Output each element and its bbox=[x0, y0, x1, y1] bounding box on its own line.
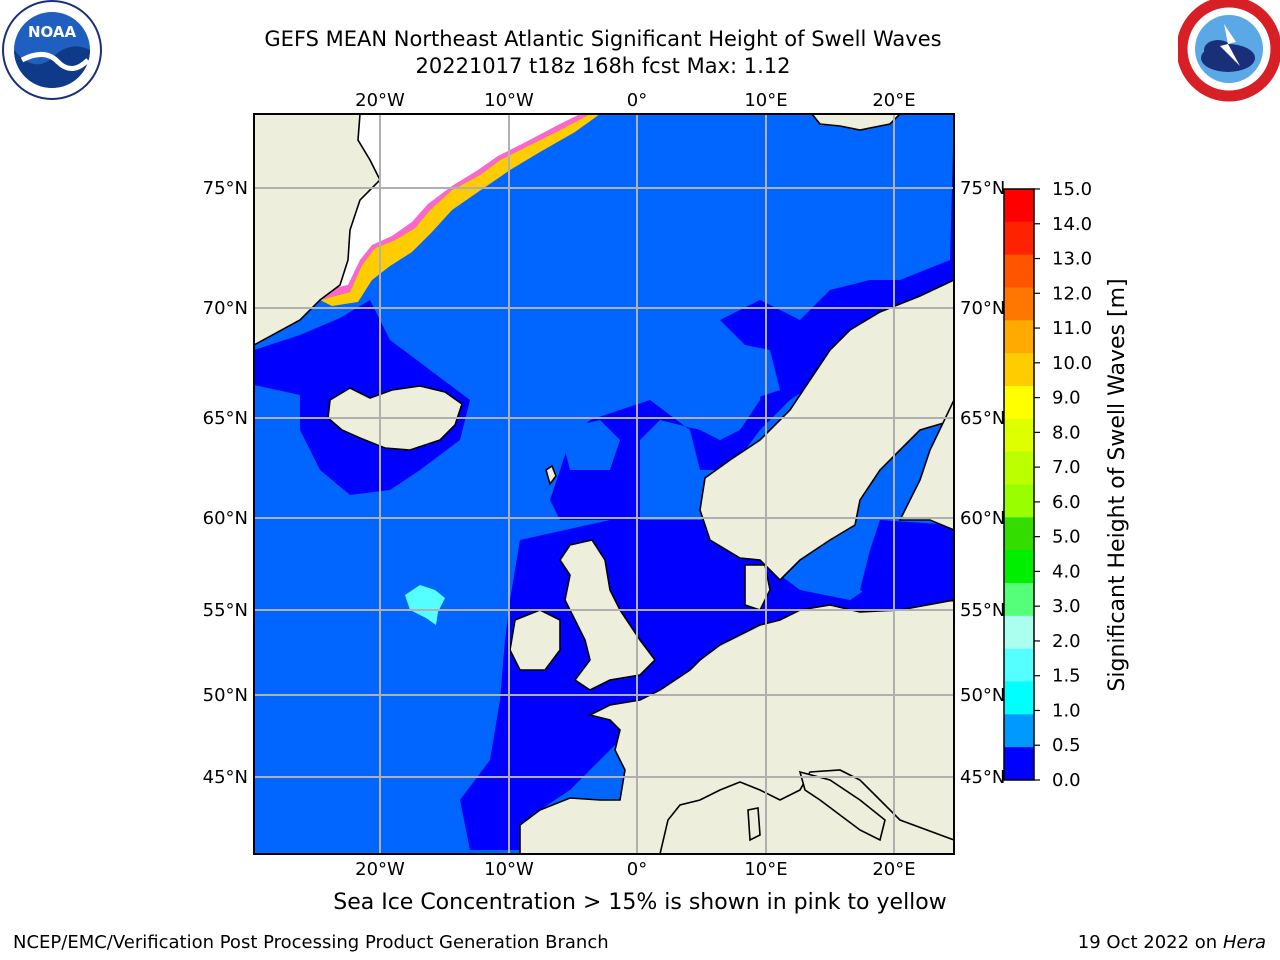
colorbar-tick-label: 12.0 bbox=[1052, 283, 1092, 304]
svalbard bbox=[810, 114, 902, 131]
italy bbox=[798, 770, 886, 842]
noaa-logo-text: NOAA bbox=[28, 23, 77, 41]
lon-labels-top: 20°W 10°W 0° 10°E 20°E bbox=[355, 90, 915, 111]
colorbar-segment bbox=[1004, 353, 1034, 387]
colorbar-tick-label: 14.0 bbox=[1052, 214, 1092, 235]
colorbar-tick-label: 4.0 bbox=[1052, 561, 1081, 582]
colorbar-tick-label: 5.0 bbox=[1052, 527, 1081, 548]
colorbar-tick-label: 9.0 bbox=[1052, 388, 1081, 409]
lon-label: 20°E bbox=[872, 90, 915, 111]
colorbar-segment bbox=[1004, 681, 1034, 715]
sea-ice-note: Sea Ice Concentration > 15% is shown in … bbox=[333, 890, 947, 915]
title-line-2: 20221017 t18z 168h fcst Max: 1.12 bbox=[415, 54, 791, 78]
scandinavia bbox=[699, 279, 954, 582]
land bbox=[254, 114, 954, 854]
faroe-islands bbox=[545, 464, 557, 486]
lon-label: 20°W bbox=[355, 859, 405, 880]
colorbar-tick-label: 0.5 bbox=[1052, 735, 1081, 756]
graticule bbox=[254, 114, 954, 854]
colorbar-tick-label: 3.0 bbox=[1052, 596, 1081, 617]
colorbar-segment bbox=[1004, 615, 1034, 650]
lon-label: 10°E bbox=[744, 859, 787, 880]
lon-label: 0° bbox=[627, 90, 647, 111]
lat-label: 70°N bbox=[960, 298, 1005, 319]
colorbar-segment bbox=[1004, 320, 1034, 354]
lat-label: 55°N bbox=[960, 600, 1005, 621]
colorbar-segment bbox=[1004, 254, 1034, 288]
colorbar-tick-label: 11.0 bbox=[1052, 318, 1092, 339]
lat-label: 45°N bbox=[203, 767, 248, 788]
footer-credit: NCEP/EMC/Verification Post Processing Pr… bbox=[13, 932, 609, 953]
lat-label: 75°N bbox=[960, 178, 1005, 199]
lon-label: 0° bbox=[627, 859, 647, 880]
footer-date-text: 19 Oct 2022 on bbox=[1077, 932, 1223, 953]
map-area bbox=[254, 114, 954, 854]
lat-label: 50°N bbox=[203, 685, 248, 706]
colorbar: 15.0 14.0 13.0 12.0 11.0 10.0 9.0 8.0 7.0 6.0 5.0 4… bbox=[1003, 179, 1092, 791]
lat-label: 45°N bbox=[960, 767, 1005, 788]
chart-title: GEFS MEAN Northeast Atlantic Significant… bbox=[0, 26, 1206, 80]
colorbar-segment bbox=[1004, 451, 1034, 485]
colorbar-segment bbox=[1004, 517, 1034, 551]
colorbar-segment bbox=[1004, 747, 1034, 781]
sea-ice-band bbox=[316, 114, 600, 306]
noaa-logo: NOAA bbox=[2, 0, 102, 100]
map-frame bbox=[253, 113, 955, 855]
colorbar-tick-label: 15.0 bbox=[1052, 179, 1092, 200]
colorbar-tick-label: 10.0 bbox=[1052, 353, 1092, 374]
colorbar-segment bbox=[1004, 221, 1034, 256]
lat-label: 55°N bbox=[203, 600, 248, 621]
lat-labels-right: 75°N 70°N 65°N 60°N 55°N 50°N 45°N bbox=[960, 178, 1005, 788]
colorbar-tick-label: 1.0 bbox=[1052, 700, 1081, 721]
greenland bbox=[254, 114, 381, 346]
nws-logo bbox=[1178, 0, 1280, 102]
corsica-sardinia bbox=[747, 807, 761, 842]
lon-label: 20°W bbox=[355, 90, 405, 111]
colorbar-segment bbox=[1004, 418, 1034, 453]
footer-date: 19 Oct 2022 on Hera bbox=[1078, 932, 1266, 953]
colorbar-tick-label: 0.0 bbox=[1052, 770, 1081, 791]
lat-label: 65°N bbox=[960, 408, 1005, 429]
colorbar-tick-label: 2.0 bbox=[1052, 631, 1081, 652]
lat-label: 65°N bbox=[203, 408, 248, 429]
swell-mid-regions bbox=[560, 140, 830, 515]
lon-label: 10°W bbox=[484, 90, 534, 111]
lat-label: 50°N bbox=[960, 685, 1005, 706]
colorbar-segment bbox=[1004, 484, 1034, 518]
colorbar-segment bbox=[1004, 386, 1034, 420]
colorbar-tick-label: 6.0 bbox=[1052, 492, 1081, 513]
great-britain bbox=[559, 539, 657, 691]
lon-label: 10°W bbox=[484, 859, 534, 880]
footer-machine: Hera bbox=[1222, 932, 1266, 953]
colorbar-segment bbox=[1004, 550, 1034, 584]
lon-labels-bottom: 20°W 10°W 0° 10°E 20°E bbox=[355, 859, 915, 880]
colorbar-segment bbox=[1004, 648, 1034, 682]
title-line-1: GEFS MEAN Northeast Atlantic Significant… bbox=[264, 27, 942, 51]
swell-cyan-patch bbox=[405, 585, 445, 625]
lat-label: 70°N bbox=[203, 298, 248, 319]
lon-label: 10°E bbox=[744, 90, 787, 111]
lat-label: 75°N bbox=[203, 178, 248, 199]
colorbar-tick-label: 13.0 bbox=[1052, 249, 1092, 270]
colorbar-segment bbox=[1004, 287, 1034, 321]
ireland bbox=[509, 609, 561, 671]
lat-labels-left: 75°N 70°N 65°N 60°N 55°N 50°N 45°N bbox=[203, 178, 248, 788]
finland bbox=[898, 399, 954, 531]
colorbar-tick-label: 1.5 bbox=[1052, 666, 1081, 687]
colorbar-label: Significant Height of Swell Waves [m] bbox=[1105, 278, 1130, 691]
colorbar-segment bbox=[1004, 189, 1034, 223]
colorbar-tick-label: 8.0 bbox=[1052, 422, 1081, 443]
lat-label: 60°N bbox=[960, 508, 1005, 529]
lon-label: 20°E bbox=[872, 859, 915, 880]
colorbar-frame bbox=[1003, 188, 1035, 781]
colorbar-segment bbox=[1004, 714, 1034, 748]
lat-label: 60°N bbox=[203, 508, 248, 529]
colorbar-tick-label: 7.0 bbox=[1052, 457, 1081, 478]
colorbar-segment bbox=[1004, 583, 1034, 617]
